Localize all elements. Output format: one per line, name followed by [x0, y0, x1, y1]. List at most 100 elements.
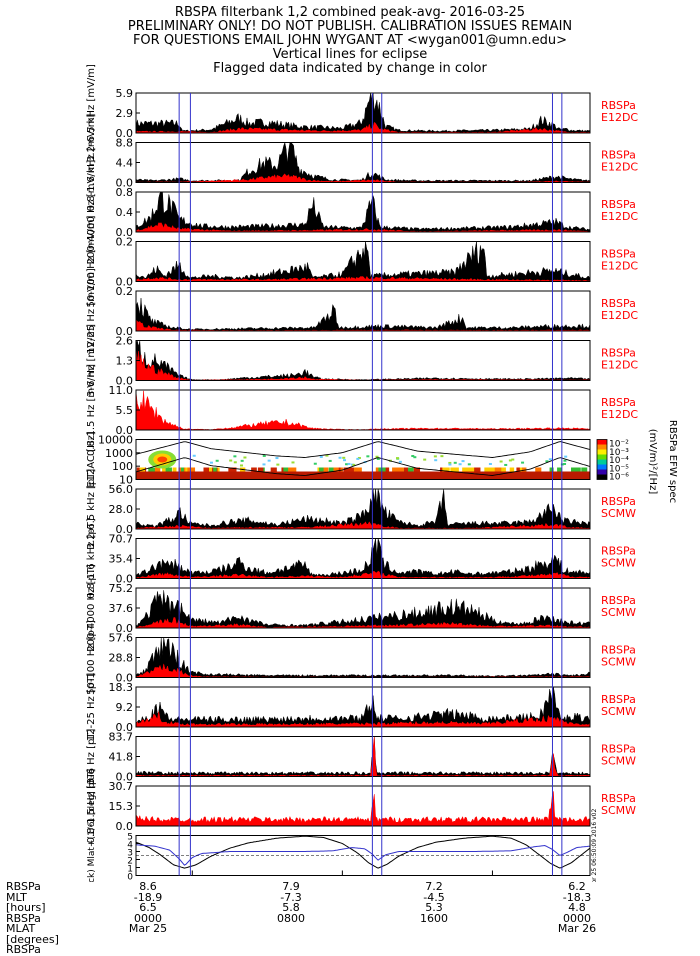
side-label-probe: RBSPa [601, 644, 636, 657]
series-peak-panel-13 [135, 686, 591, 728]
heatmap-band-cell [187, 467, 196, 472]
y-tick-label: 0.0 [116, 573, 134, 586]
y-tick-label: 83.7 [109, 731, 134, 744]
y-axis-label: 50-100 Hz [mV/m] [86, 215, 97, 307]
heatmap-band-cell [521, 467, 526, 472]
series-peak-panel-12 [135, 637, 591, 678]
heatmap-speck [488, 462, 492, 465]
heatmap-band-cell [162, 467, 166, 472]
y-tick-label: 0.0 [116, 771, 134, 784]
heatmap-band-cell [353, 467, 362, 472]
side-label-instrument: E12DC [601, 408, 638, 421]
series-peak-panel-1 [135, 92, 591, 134]
series-peak-panel-6 [135, 339, 591, 381]
footer-label-mlt: MLT [6, 890, 27, 904]
colorbar-segment [597, 444, 607, 450]
y-tick-label: 0.0 [116, 375, 134, 388]
y-tick-label: 15.3 [109, 800, 134, 813]
series-peak-panel-14 [135, 736, 591, 777]
colorbar-segment [597, 474, 607, 480]
series-avg-panel-1 [135, 121, 591, 134]
side-label-probe: RBSPa [601, 693, 636, 706]
series-peak-panel-9 [135, 488, 591, 530]
heatmap-speck [275, 457, 279, 460]
y-axis-label: 0.8-1.6 kHz [pT] [86, 518, 97, 599]
y-tick-label: 0.8 [116, 186, 134, 199]
heatmap-speck [521, 461, 525, 464]
side-label-instrument: E12DC [601, 309, 638, 322]
colorbar-tick-label: 10⁻⁶ [609, 473, 629, 483]
footer-col3-val2: -4.5 [423, 890, 445, 904]
heatmap-speck [262, 454, 266, 457]
side-label-instrument: E12DC [601, 111, 638, 124]
heatmap-band-cell [442, 467, 449, 472]
heatmap-speck [352, 463, 356, 466]
series-avg-panel-9 [135, 521, 591, 530]
heatmap-band-cell [323, 467, 329, 472]
series-avg-panel-3 [135, 222, 591, 233]
footer-col3-val1: 7.2 [425, 880, 443, 893]
heatmap-speck [229, 459, 233, 462]
footer-col1-val5: Mar 25 [128, 922, 168, 935]
y-tick-label: 0.4 [116, 206, 134, 219]
side-label-instrument: E12DC [601, 161, 638, 174]
series-peak-panel-15 [135, 791, 591, 827]
heatmap-speck [504, 463, 508, 466]
title-line-5: Flagged data indicated by change in colo… [213, 61, 487, 76]
series-avg-panel-13 [135, 711, 591, 728]
y-axis-label: 50-100 Hz [pT] [86, 620, 97, 695]
side-label-instrument: SCMW [601, 705, 636, 718]
heatmap-speck [338, 456, 342, 459]
heatmap-speck [313, 462, 317, 465]
heatmap-speck [563, 462, 567, 465]
colorbar-frame [596, 439, 608, 480]
footer-label-mlat: MLAT [6, 922, 36, 935]
heatmap-speck [375, 455, 379, 458]
heatmap-speck [209, 461, 213, 464]
heatmap-speck [511, 458, 515, 461]
title-line-1: RBSPA filterbank 1,2 combined peak-avg- … [174, 5, 526, 20]
heatmap-band-cell [516, 467, 520, 472]
heatmap-speck [448, 461, 452, 464]
heatmap-band-cell [473, 467, 481, 472]
side-label-instrument: E12DC [601, 210, 638, 223]
side-label-probe: RBSPa [601, 594, 636, 607]
y-tick-label: 70.7 [109, 533, 134, 546]
heatmap-band-cell [385, 467, 390, 472]
heatmap-speck [453, 461, 457, 464]
heatmap-speck [395, 457, 399, 460]
series-peak-panel-7 [135, 390, 591, 431]
series-avg-panel-14 [135, 736, 591, 777]
side-label-probe: RBSPa [601, 347, 636, 360]
series-avg-panel-2 [135, 173, 591, 183]
heatmap-speck [548, 458, 552, 461]
y-tick-label: 0.0 [116, 226, 134, 239]
series-avg-panel-11 [135, 617, 591, 629]
footer-col4-val5: Mar 26 [557, 922, 597, 935]
heatmap-band-cell [392, 467, 398, 472]
y-tick-label: 57.6 [109, 632, 134, 645]
heatmap-speck [433, 455, 437, 458]
y-tick-label: 0.0 [116, 622, 134, 635]
panel-frame [135, 290, 591, 332]
side-label-instrument: E12DC [601, 359, 638, 372]
colorbar-segment [597, 439, 607, 445]
series-avg-panel-5 [135, 319, 591, 332]
series-peak-panel-3 [135, 191, 591, 233]
heatmap-blob [157, 456, 168, 463]
footer-col2-val2: -7.3 [280, 890, 302, 904]
heatmap-speck [345, 463, 349, 466]
side-label-instrument: SCMW [601, 804, 636, 817]
heatmap-band-cell [450, 467, 459, 472]
y-tick-label: 5.5 [116, 404, 134, 417]
panel-frame [135, 389, 591, 431]
heatmap-band-cell [338, 467, 343, 472]
y-axis-label: 3.2-6.5 kHz [pT] [86, 469, 97, 550]
colorbar-segment [597, 459, 607, 465]
